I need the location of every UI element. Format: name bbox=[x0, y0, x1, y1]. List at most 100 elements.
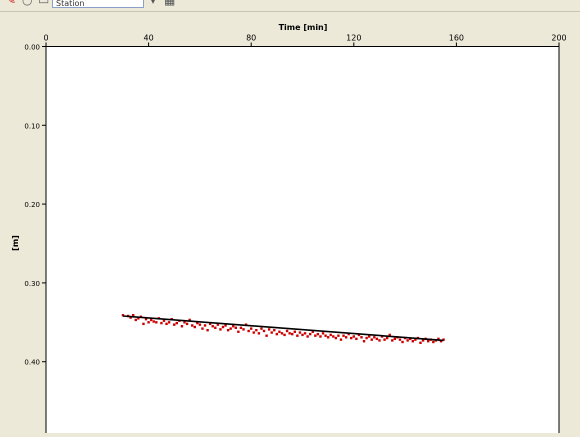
data-point bbox=[406, 339, 409, 342]
data-point bbox=[147, 321, 150, 324]
data-point bbox=[219, 328, 222, 331]
data-point bbox=[134, 318, 137, 322]
y-axis-label: [m] bbox=[11, 235, 20, 251]
data-point bbox=[344, 336, 348, 339]
data-point bbox=[298, 331, 302, 334]
data-point bbox=[167, 321, 171, 324]
data-point bbox=[314, 334, 317, 337]
data-point bbox=[362, 340, 366, 343]
data-point bbox=[301, 333, 304, 337]
data-point bbox=[426, 340, 430, 343]
data-point bbox=[132, 314, 135, 317]
x-tick-label: 160 bbox=[449, 34, 464, 43]
data-point bbox=[357, 333, 361, 337]
x-tick-label: 40 bbox=[144, 34, 154, 43]
data-point bbox=[257, 332, 261, 335]
data-point bbox=[265, 334, 268, 337]
data-point bbox=[198, 323, 202, 326]
grid-icon[interactable]: ▦ bbox=[164, 0, 176, 7]
data-point bbox=[365, 336, 368, 340]
data-point bbox=[234, 326, 238, 330]
data-point bbox=[262, 329, 266, 333]
data-point bbox=[144, 317, 148, 321]
data-point bbox=[398, 338, 402, 341]
data-point bbox=[393, 337, 397, 341]
data-point bbox=[180, 325, 184, 328]
y-tick-label: 0.40 bbox=[24, 359, 40, 367]
chart-svg: Time [min] [m] 0 40 80 120 160 200 0.00 0.10 0.2… bbox=[11, 23, 567, 437]
circle-icon[interactable]: ○ bbox=[22, 0, 33, 7]
chart-container: Time [min] [m] 0 40 80 120 160 200 0.00 0.10 0.2… bbox=[0, 12, 580, 437]
data-point bbox=[316, 332, 320, 336]
data-point bbox=[378, 339, 381, 342]
data-point bbox=[432, 340, 435, 344]
x-tick-label: 120 bbox=[346, 34, 361, 43]
x-tick-label: 200 bbox=[551, 34, 566, 43]
data-point bbox=[188, 318, 191, 322]
y-tick-label: 0.00 bbox=[24, 44, 40, 52]
data-point bbox=[121, 314, 125, 317]
data-point bbox=[329, 333, 332, 337]
data-point bbox=[162, 319, 166, 322]
data-point bbox=[214, 326, 217, 330]
data-point bbox=[337, 334, 340, 337]
x-tick-label: 80 bbox=[246, 34, 256, 43]
data-point bbox=[411, 340, 414, 343]
data-point bbox=[185, 322, 189, 326]
data-point bbox=[239, 326, 243, 330]
y-tick-label: 0.10 bbox=[24, 122, 40, 130]
data-point bbox=[355, 337, 358, 341]
data-point bbox=[401, 340, 404, 344]
data-point bbox=[296, 334, 299, 337]
x-axis-label: Time [min] bbox=[279, 23, 328, 32]
station-select[interactable]: Station bbox=[52, 0, 144, 8]
data-point bbox=[385, 336, 389, 340]
data-point bbox=[311, 330, 314, 333]
data-point bbox=[201, 327, 204, 330]
data-point bbox=[226, 328, 230, 332]
data-point bbox=[332, 335, 335, 338]
data-point bbox=[319, 335, 322, 338]
data-point bbox=[221, 325, 225, 329]
data-point bbox=[275, 332, 279, 336]
data-point bbox=[350, 336, 353, 340]
data-point bbox=[183, 321, 186, 324]
data-point bbox=[409, 337, 412, 341]
data-point bbox=[237, 330, 240, 333]
data-point bbox=[175, 321, 179, 325]
document-icon[interactable]: ▭ bbox=[38, 0, 50, 7]
y-tick-label: 0.30 bbox=[24, 280, 40, 288]
data-point bbox=[391, 339, 394, 342]
data-point bbox=[242, 328, 245, 331]
data-point bbox=[137, 317, 140, 320]
data-point bbox=[414, 338, 417, 341]
data-point bbox=[370, 338, 373, 341]
data-point bbox=[173, 323, 176, 326]
data-point bbox=[247, 329, 250, 333]
toolbar: ✎ ○ ▭ Station ▾ ▦ bbox=[0, 0, 580, 12]
data-point bbox=[165, 322, 168, 326]
data-point bbox=[232, 325, 235, 328]
data-point bbox=[285, 329, 289, 333]
data-point bbox=[203, 324, 207, 327]
data-point bbox=[160, 321, 163, 325]
data-point bbox=[342, 334, 345, 337]
y-tick-label: 0.20 bbox=[24, 201, 40, 209]
data-point bbox=[270, 331, 273, 334]
data-point bbox=[142, 322, 145, 326]
pin-icon[interactable]: ✎ bbox=[6, 0, 17, 7]
data-point bbox=[208, 322, 212, 326]
data-point bbox=[352, 335, 355, 338]
data-point bbox=[193, 325, 196, 329]
data-point bbox=[229, 327, 232, 330]
data-point bbox=[334, 336, 338, 340]
data-point bbox=[129, 316, 132, 319]
data-point bbox=[216, 323, 220, 326]
data-point bbox=[273, 328, 276, 332]
dropdown-arrow-icon[interactable]: ▾ bbox=[150, 0, 157, 7]
data-point bbox=[255, 328, 258, 332]
data-point bbox=[224, 324, 227, 327]
data-point bbox=[291, 332, 294, 336]
data-point bbox=[288, 332, 291, 335]
data-point bbox=[252, 331, 255, 334]
